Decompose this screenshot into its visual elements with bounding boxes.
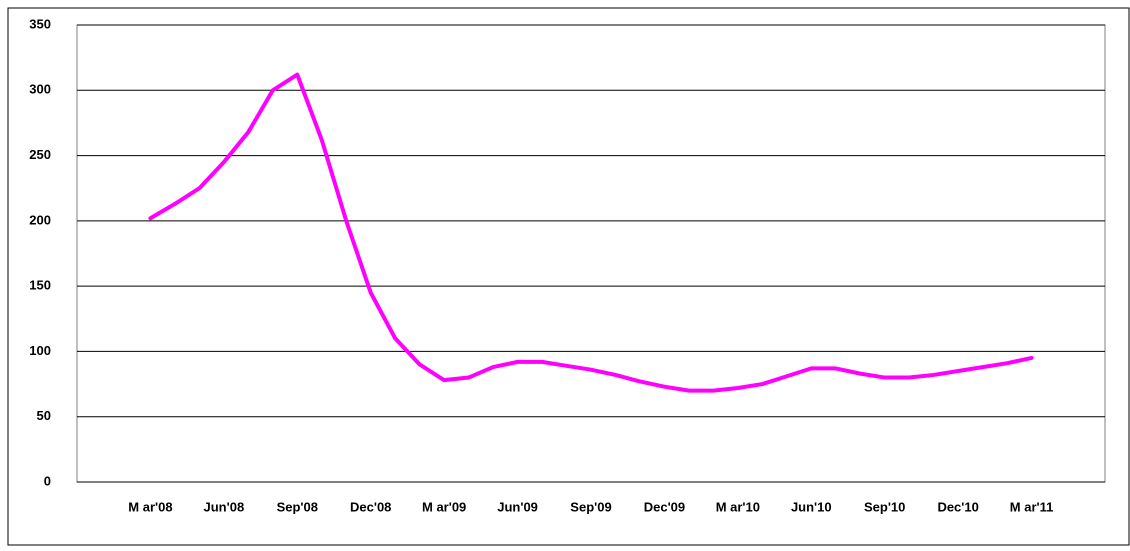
x-tick-label: Dec'08 [350, 499, 391, 514]
y-tick-label: 200 [29, 212, 51, 227]
y-tick-label: 250 [29, 147, 51, 162]
x-tick-label: Sep'09 [570, 499, 611, 514]
y-tick-label: 100 [29, 343, 51, 358]
data-line [148, 72, 1034, 393]
y-tick-label: 350 [29, 16, 51, 31]
x-tick-label: M ar'11 [1010, 499, 1054, 514]
x-tick-label: Jun'09 [497, 499, 538, 514]
x-tick-label: M ar'08 [128, 499, 172, 514]
x-tick-label: Jun'08 [204, 499, 245, 514]
x-tick-label: Sep'10 [864, 499, 905, 514]
x-tick-label: Sep'08 [277, 499, 318, 514]
x-tick-label: M ar'10 [716, 499, 760, 514]
x-tick-label: Dec'10 [937, 499, 978, 514]
x-tick-label: Dec'09 [644, 499, 685, 514]
x-tick-label: Jun'10 [791, 499, 832, 514]
y-tick-label: 300 [29, 82, 51, 97]
y-tick-label: 0 [44, 473, 51, 488]
y-tick-label: 150 [29, 278, 51, 293]
chart-frame [7, 7, 1130, 546]
x-tick-label: M ar'09 [422, 499, 466, 514]
y-tick-label: 50 [37, 408, 51, 423]
